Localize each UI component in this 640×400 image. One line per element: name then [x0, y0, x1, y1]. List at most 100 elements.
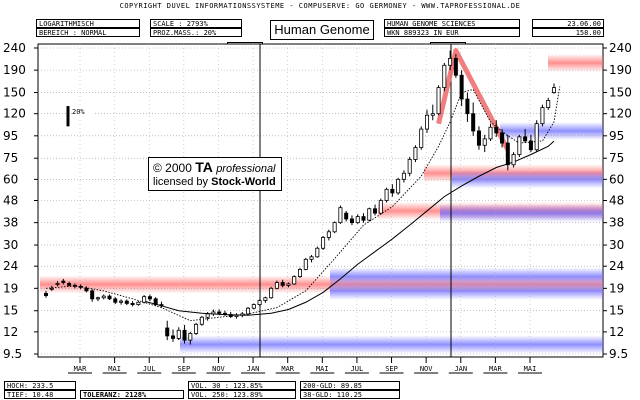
candle-body — [511, 154, 516, 166]
chart-title: Human Genome — [270, 20, 374, 40]
candle-body — [251, 304, 256, 309]
y-tick-label-right: 30 — [609, 238, 624, 252]
x-tick-label: JAN — [454, 365, 467, 373]
low-value: TIEF: 10.48 — [4, 390, 76, 399]
candle-body — [396, 178, 401, 194]
y-tick-label-right: 190 — [609, 63, 632, 77]
x-tick-label: SEP — [385, 365, 398, 373]
watermark-licensed-by: licensed by — [153, 176, 209, 188]
candle-body — [113, 298, 118, 303]
y-tick-label-left: 150 — [3, 86, 26, 100]
candle-body — [459, 74, 464, 100]
y-tick-label-left: 30 — [3, 238, 18, 252]
y-tick-label-right: 19 — [609, 281, 624, 295]
x-tick-label: MAR — [74, 365, 87, 373]
candle-body — [257, 300, 262, 306]
candle-body — [44, 293, 49, 296]
candle-body — [170, 335, 175, 339]
candle-body — [419, 128, 424, 148]
candle-body — [263, 297, 268, 301]
candle-body — [78, 285, 83, 288]
candle-body — [222, 312, 227, 315]
x-tick-label: SEP — [178, 365, 191, 373]
candle-body — [194, 323, 199, 334]
x-tick-label: JAN — [247, 365, 260, 373]
candle-body — [494, 126, 499, 134]
candle-body — [84, 287, 89, 292]
candle-body — [407, 159, 412, 174]
candle-body — [476, 130, 481, 146]
license-watermark: © 2000 TA professional licensed by Stock… — [148, 157, 282, 191]
candle-body — [373, 208, 378, 214]
candle-body — [552, 87, 557, 93]
moving-average-38-line — [45, 86, 561, 322]
y-tick-label-left: 240 — [3, 41, 26, 55]
x-tick-label: MAI — [108, 365, 121, 373]
candle-body — [101, 295, 106, 299]
y-tick-label-right: 75 — [609, 151, 624, 165]
y-tick-label-right: 60 — [609, 172, 624, 186]
candle-body — [72, 284, 77, 287]
candle-body — [211, 311, 216, 315]
date-label: 23.06.00 — [532, 19, 604, 28]
high-value: HOCH: 233.5 — [4, 381, 76, 390]
candle-body — [390, 188, 395, 194]
candle-body — [67, 283, 72, 286]
y-tick-label-right: 38 — [609, 216, 624, 230]
candle-body — [309, 256, 314, 260]
candle-body — [344, 212, 349, 220]
y-tick-label-right: 24 — [609, 259, 624, 273]
candle-body — [153, 298, 158, 306]
candle-body — [361, 216, 366, 221]
scale-mode-label: LOGARITHMISCH — [36, 19, 140, 28]
y-tick-label-left: 38 — [3, 216, 18, 230]
candle-body — [326, 231, 331, 238]
candle-body — [217, 311, 222, 314]
candle-body — [130, 303, 135, 306]
x-tick-label: NOV — [420, 365, 433, 373]
y-tick-label-left: 120 — [3, 107, 26, 121]
volume-250: VOL. 250: 123.89% — [188, 390, 296, 399]
y-tick-label-right: 120 — [609, 107, 632, 121]
candle-body — [546, 100, 551, 108]
candle-body — [505, 142, 510, 166]
support-zone — [440, 204, 603, 223]
candle-body — [534, 123, 539, 151]
x-tick-label: NOV — [212, 365, 225, 373]
candle-body — [124, 300, 129, 304]
proz-mass-label: PROZ.MASS.: 20% — [150, 28, 242, 37]
x-tick-label: JUL — [143, 365, 156, 373]
scale-marker-label: 20% — [72, 108, 94, 117]
candle-body — [280, 282, 285, 286]
candle-body — [442, 64, 447, 89]
wkn-label: WKN 889323 IN EUR — [384, 28, 520, 37]
candle-body — [61, 280, 66, 283]
x-tick-label: MAR — [281, 365, 294, 373]
candle-body — [205, 313, 210, 318]
candle-body — [471, 113, 476, 132]
candle-body — [136, 301, 141, 306]
candle-body — [274, 282, 279, 289]
y-tick-label-left: 15 — [3, 304, 18, 318]
candle-body — [315, 247, 320, 258]
support-zone — [500, 121, 603, 140]
candle-body — [297, 268, 302, 278]
last-price-label: 158.00 — [532, 28, 604, 37]
candle-body — [188, 333, 193, 341]
tolerance-value: TOLERANZ: 2128% — [80, 390, 184, 399]
candle-body — [378, 200, 383, 214]
candle-body — [424, 114, 429, 130]
candle-body — [332, 222, 337, 233]
resistance-zone — [548, 53, 603, 72]
support-zone — [330, 267, 603, 286]
candle-body — [142, 296, 147, 303]
y-tick-label-right: 12 — [609, 325, 624, 339]
y-tick-label-right: 15 — [609, 304, 624, 318]
y-tick-label-left: 12 — [3, 325, 18, 339]
candle-body — [49, 287, 54, 290]
y-tick-label-left: 75 — [3, 151, 18, 165]
candle-body — [228, 314, 233, 317]
watermark-brand-suffix: professional — [216, 163, 276, 175]
candle-body — [500, 132, 505, 144]
candle-body — [292, 276, 297, 285]
